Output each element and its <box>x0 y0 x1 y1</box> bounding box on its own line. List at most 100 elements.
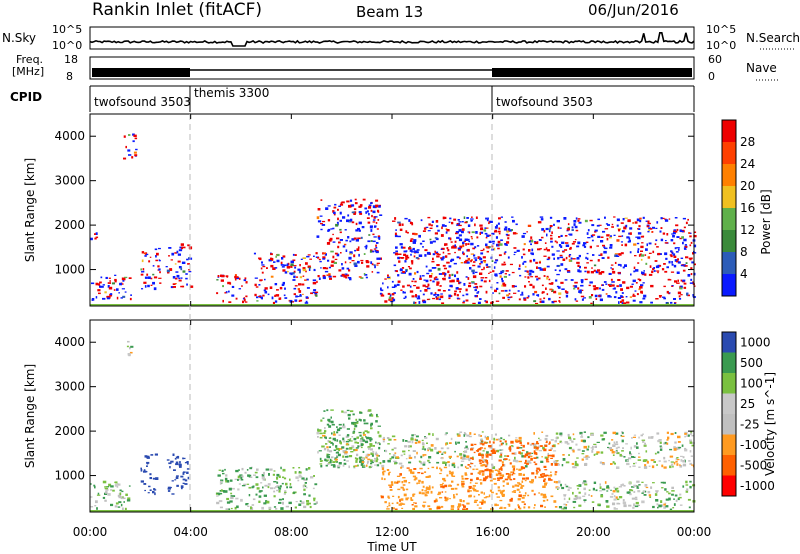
power-cell <box>345 249 348 252</box>
power-cell <box>441 247 445 250</box>
power-cell <box>543 267 547 269</box>
power-cell <box>312 282 317 285</box>
power-cell <box>521 291 524 295</box>
power-cell <box>607 224 610 226</box>
power-cell <box>398 253 402 255</box>
velocity-cell <box>591 448 594 450</box>
power-cell <box>487 217 489 220</box>
power-cell <box>666 290 669 294</box>
velocity-cell <box>425 491 429 494</box>
velocity-cell <box>455 493 458 496</box>
velocity-cell <box>294 471 297 474</box>
velocity-cell <box>632 465 636 467</box>
velocity-cell <box>431 466 435 469</box>
power-cell <box>551 245 554 248</box>
velocity-cell <box>427 475 430 478</box>
power-cell <box>424 249 428 252</box>
power-cell <box>172 286 176 288</box>
velocity-cell <box>518 447 523 449</box>
power-cell <box>380 294 385 297</box>
velocity-cell <box>516 488 520 491</box>
power-cell <box>302 275 305 277</box>
power-cell <box>480 277 484 279</box>
velocity-cell <box>441 452 444 454</box>
power-cell <box>517 290 520 292</box>
power-cell <box>458 238 463 242</box>
velocity-cell <box>640 434 643 437</box>
power-cell <box>472 264 476 267</box>
power-cell <box>650 284 654 288</box>
power-cell <box>556 220 560 223</box>
velocity-cell <box>497 477 501 480</box>
power-cell <box>416 297 421 300</box>
velocity-cell <box>507 476 511 478</box>
beam-label: Beam 13 <box>356 3 423 21</box>
power-cell <box>529 269 533 273</box>
power-cell <box>573 223 576 226</box>
power-cell <box>339 239 343 241</box>
power-cell <box>679 298 682 300</box>
power-cell <box>456 277 459 281</box>
power-cell <box>592 234 596 236</box>
velocity-cell <box>626 491 630 494</box>
velocity-cell <box>419 467 423 470</box>
velocity-cell <box>104 486 108 488</box>
power-cell <box>427 230 431 232</box>
velocity-cell <box>474 465 476 467</box>
power-cell <box>676 282 680 284</box>
power-cell <box>187 244 190 247</box>
velocity-cell <box>301 501 305 505</box>
power-cell <box>409 267 412 270</box>
power-cell <box>428 269 432 272</box>
velocity-cell <box>308 494 311 497</box>
power-cell <box>495 236 498 239</box>
power-cell <box>438 298 441 301</box>
velocity-cell <box>308 502 311 505</box>
power-cell <box>182 246 186 249</box>
velocity-colorbar-tick: -500 <box>740 458 767 472</box>
power-cell <box>456 223 460 226</box>
velocity-cell <box>326 459 329 461</box>
power-cell <box>589 219 593 222</box>
power-cell <box>547 256 551 260</box>
power-cell <box>497 230 501 233</box>
velocity-cell <box>661 504 663 507</box>
power-region <box>379 274 558 305</box>
power-colorbar-swatch <box>722 142 736 164</box>
power-cell <box>574 225 578 229</box>
power-cell <box>566 270 571 272</box>
velocity-cell <box>365 456 368 459</box>
velocity-cell <box>437 493 440 496</box>
velocity-cell <box>677 497 680 501</box>
power-cell <box>586 270 590 274</box>
power-cell <box>274 267 278 269</box>
velocity-cell <box>278 498 282 501</box>
velocity-cell <box>588 489 591 491</box>
power-cell <box>659 230 662 233</box>
power-cell <box>674 280 678 283</box>
power-cell <box>635 236 638 238</box>
velocity-cell <box>533 461 536 463</box>
velocity-cell <box>466 455 470 458</box>
power-cell <box>185 277 188 280</box>
power-cell <box>556 250 560 252</box>
power-cell <box>299 294 302 297</box>
velocity-cell <box>448 455 452 458</box>
power-cell <box>556 273 560 276</box>
x-tick-label: 04:00 <box>173 525 208 539</box>
velocity-cell <box>648 494 652 497</box>
velocity-cell <box>424 448 426 451</box>
power-cell <box>442 290 446 292</box>
velocity-cell <box>186 468 190 470</box>
velocity-cell <box>506 482 509 485</box>
velocity-cell <box>372 459 375 463</box>
power-cell <box>370 240 373 242</box>
power-cell <box>541 228 545 231</box>
velocity-cell <box>461 477 464 480</box>
power-cell <box>320 199 323 201</box>
velocity-cell <box>220 479 224 482</box>
power-cell <box>497 247 500 250</box>
velocity-cell <box>231 495 236 497</box>
power-cell <box>585 256 587 260</box>
power-cell <box>684 245 688 249</box>
